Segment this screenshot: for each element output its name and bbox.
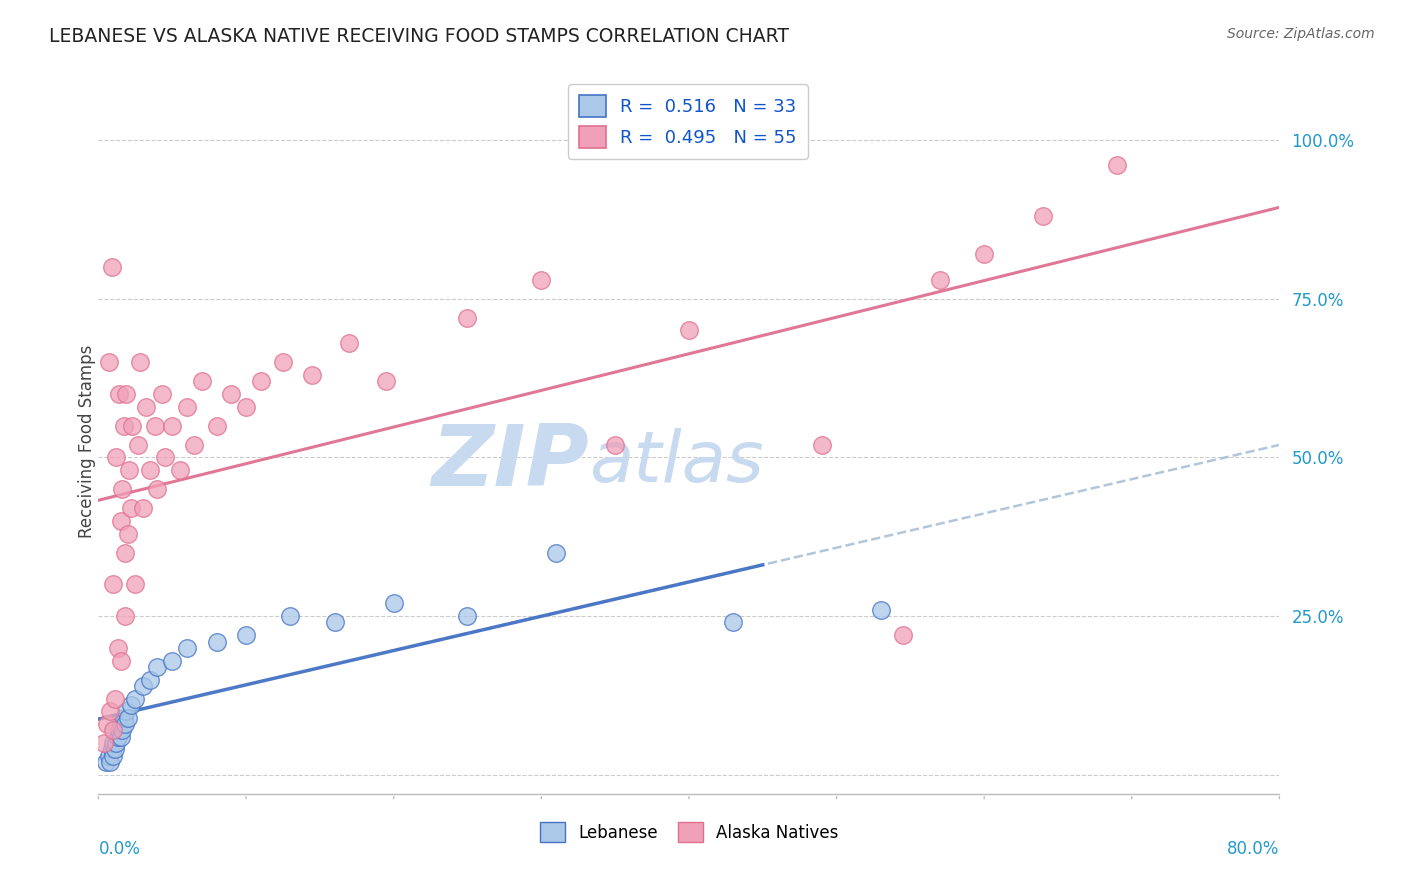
- Point: [114, 609, 136, 624]
- Text: Source: ZipAtlas.com: Source: ZipAtlas.com: [1227, 27, 1375, 41]
- Point: [107, 640, 129, 655]
- Point: [103, 577, 125, 591]
- Point: [120, 501, 142, 516]
- Point: [146, 660, 169, 674]
- Point: [124, 691, 146, 706]
- Point: [191, 374, 214, 388]
- Point: [110, 514, 132, 528]
- Legend: Lebanese, Alaska Natives: Lebanese, Alaska Natives: [533, 815, 845, 849]
- Point: [103, 736, 125, 750]
- Point: [723, 615, 745, 630]
- Point: [94, 755, 117, 769]
- Text: ZIP: ZIP: [430, 421, 589, 504]
- Point: [111, 723, 134, 738]
- Point: [605, 438, 627, 452]
- Point: [457, 310, 479, 325]
- Point: [929, 273, 952, 287]
- Point: [97, 748, 120, 763]
- Point: [169, 463, 191, 477]
- Point: [139, 673, 162, 687]
- Point: [97, 355, 120, 369]
- Point: [115, 704, 138, 718]
- Point: [103, 748, 125, 763]
- Point: [112, 418, 135, 433]
- Point: [271, 355, 294, 369]
- Point: [111, 482, 134, 496]
- Point: [128, 355, 150, 369]
- Point: [870, 603, 893, 617]
- Y-axis label: Receiving Food Stamps: Receiving Food Stamps: [79, 345, 96, 538]
- Point: [105, 736, 128, 750]
- Point: [114, 717, 136, 731]
- Point: [176, 640, 198, 655]
- Point: [235, 400, 257, 414]
- Point: [112, 711, 135, 725]
- Point: [127, 438, 149, 452]
- Point: [108, 387, 131, 401]
- Point: [146, 482, 169, 496]
- Point: [98, 755, 121, 769]
- Point: [323, 615, 346, 630]
- Point: [117, 711, 139, 725]
- Point: [117, 526, 139, 541]
- Point: [891, 628, 914, 642]
- Point: [120, 698, 142, 712]
- Point: [132, 679, 155, 693]
- Point: [221, 387, 243, 401]
- Point: [132, 501, 155, 516]
- Point: [153, 450, 176, 465]
- Point: [139, 463, 162, 477]
- Point: [973, 247, 995, 261]
- Point: [1107, 158, 1129, 172]
- Point: [103, 723, 125, 738]
- Point: [104, 691, 127, 706]
- Point: [162, 418, 183, 433]
- Point: [110, 717, 132, 731]
- Point: [235, 628, 257, 642]
- Point: [339, 336, 361, 351]
- Point: [104, 742, 127, 756]
- Point: [205, 418, 228, 433]
- Point: [124, 577, 146, 591]
- Point: [205, 634, 228, 648]
- Point: [530, 273, 553, 287]
- Point: [183, 438, 205, 452]
- Point: [96, 717, 118, 731]
- Text: atlas: atlas: [589, 428, 763, 497]
- Point: [150, 387, 173, 401]
- Point: [107, 730, 129, 744]
- Point: [382, 596, 405, 610]
- Point: [110, 730, 132, 744]
- Point: [250, 374, 273, 388]
- Point: [375, 374, 398, 388]
- Point: [121, 418, 143, 433]
- Point: [301, 368, 323, 382]
- Point: [143, 418, 166, 433]
- Point: [93, 736, 115, 750]
- Point: [118, 463, 141, 477]
- Point: [457, 609, 479, 624]
- Point: [810, 438, 832, 452]
- Point: [105, 450, 128, 465]
- Point: [162, 654, 183, 668]
- Point: [100, 260, 122, 274]
- Point: [100, 742, 122, 756]
- Point: [176, 400, 198, 414]
- Point: [1032, 209, 1054, 223]
- Point: [546, 546, 568, 560]
- Point: [114, 546, 136, 560]
- Point: [135, 400, 157, 414]
- Point: [115, 387, 138, 401]
- Point: [98, 704, 121, 718]
- Point: [678, 323, 700, 337]
- Point: [280, 609, 302, 624]
- Text: LEBANESE VS ALASKA NATIVE RECEIVING FOOD STAMPS CORRELATION CHART: LEBANESE VS ALASKA NATIVE RECEIVING FOOD…: [49, 27, 789, 45]
- Point: [110, 654, 132, 668]
- Point: [108, 723, 131, 738]
- Text: 0.0%: 0.0%: [98, 839, 141, 858]
- Text: 80.0%: 80.0%: [1227, 839, 1279, 858]
